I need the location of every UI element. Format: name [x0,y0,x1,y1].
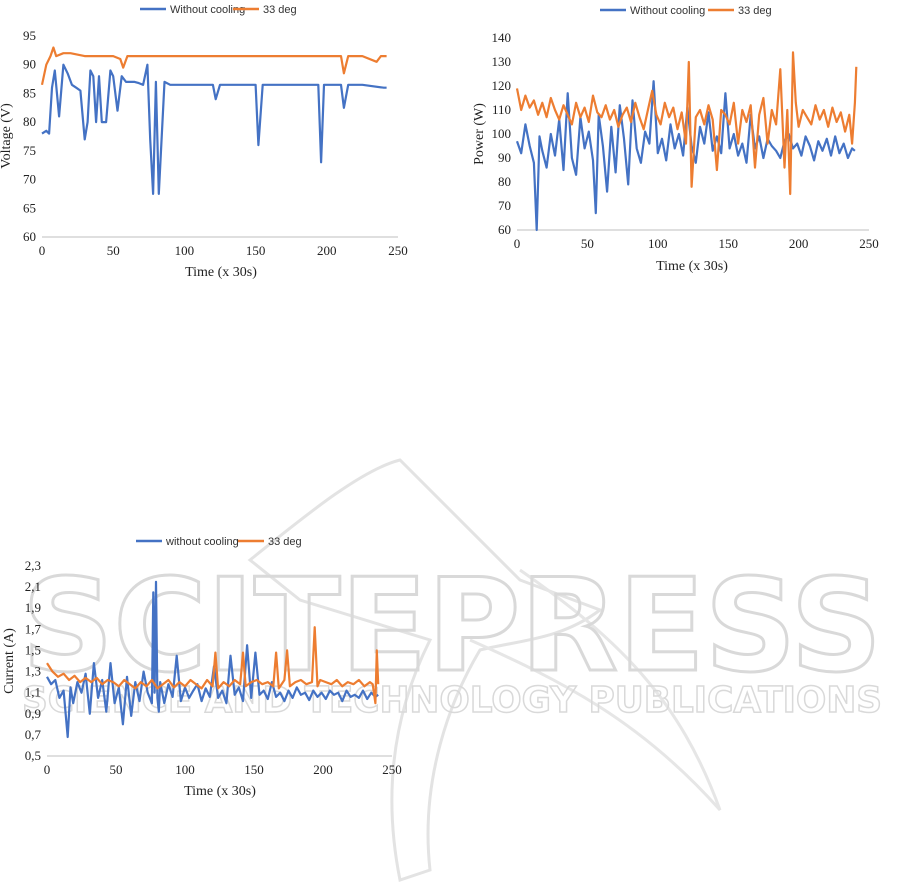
power-x-tick-label: 0 [514,236,521,251]
current-y-axis-title: Current (A) [2,628,17,694]
current-y-tick-label: 2,3 [25,558,41,573]
current-x-tick-label: 0 [44,762,51,777]
power-x-tick-label: 150 [718,236,738,251]
voltage-y-tick-label: 85 [23,85,36,100]
voltage-legend-label: 33 deg [263,4,297,16]
current-y-tick-label: 0,9 [25,706,41,721]
voltage-chart: 60 65 70 75 80 85 90 95 0 50 100 150 200 250 Time (x 3… [0,4,408,280]
current-y-tick-label: 1,7 [25,621,42,636]
power-y-tick-label: 120 [492,78,512,93]
watermark-swoosh [469,568,722,811]
current-y-tick-label: 1,3 [25,664,41,679]
power-y-tick-label: 140 [492,30,512,45]
current-x-tick-label: 50 [110,762,123,777]
current-x-tick-label: 200 [313,762,333,777]
voltage-y-tick-label: 65 [23,200,36,215]
voltage-y-tick-label: 75 [23,143,36,158]
voltage-y-tick-label: 80 [23,114,36,129]
power-series-33deg-line [515,51,858,196]
power-y-axis-title: Power (W) [472,103,487,165]
power-x-tick-label: 100 [648,236,668,251]
current-chart: 0,5 0,7 0,9 1,1 1,3 1,5 1,7 1,9 2,1 2,3 0 50 100 150 2… [2,536,402,799]
voltage-y-tick-label: 70 [23,172,36,187]
power-chart: 60 70 80 90 100 110 120 130 140 0 50 100 150 200 250 Ti… [472,5,879,274]
current-y-tick-label: 1,5 [25,642,41,657]
power-y-tick-label: 80 [498,174,511,189]
voltage-x-tick-label: 250 [388,243,408,258]
voltage-series-no-cooling-line [41,63,387,195]
current-y-tick-label: 1,9 [25,600,41,615]
current-y-tick-label: 1,1 [25,685,41,700]
watermark-book-outline [247,458,604,882]
voltage-x-tick-label: 200 [317,243,337,258]
voltage-x-axis-title: Time (x 30s) [185,265,257,280]
power-y-tick-label: 110 [492,102,511,117]
current-legend-label: 33 deg [268,536,302,548]
voltage-y-axis-title: Voltage (V) [0,103,14,169]
current-series-33deg-line [46,626,380,705]
current-y-tick-label: 0,5 [25,748,41,763]
power-legend-label: Without cooling [630,5,705,17]
power-y-tick-label: 90 [498,150,511,165]
current-legend-label: without cooling [165,536,239,548]
voltage-legend-label: Without cooling [170,4,245,16]
voltage-y-tick-label: 60 [23,229,36,244]
current-x-axis-title: Time (x 30s) [184,784,256,799]
power-series-no-cooling-line [515,80,856,232]
watermark-main-text: SCITEPRESS [22,552,882,701]
voltage-y-tick-label: 90 [23,57,36,72]
current-x-tick-label: 100 [175,762,195,777]
voltage-series-33deg-line [40,46,387,86]
power-legend-label: 33 deg [738,5,772,17]
power-y-tick-label: 60 [498,222,511,237]
power-x-axis-title: Time (x 30s) [656,259,728,274]
voltage-x-tick-label: 0 [39,243,46,258]
power-y-tick-label: 100 [492,126,512,141]
voltage-x-tick-label: 50 [107,243,120,258]
voltage-y-tick-label: 95 [23,28,36,43]
voltage-x-tick-label: 100 [175,243,195,258]
current-y-tick-label: 0,7 [25,727,42,742]
current-series-no-cooling-line [46,580,379,739]
voltage-x-tick-label: 150 [246,243,266,258]
power-x-tick-label: 200 [789,236,809,251]
watermark: SCITEPRESS SCIENCE AND TECHNOLOGY PUBLIC… [21,458,884,882]
current-x-tick-label: 250 [382,762,402,777]
power-y-tick-label: 70 [498,198,511,213]
power-x-tick-label: 250 [859,236,879,251]
current-x-tick-label: 150 [244,762,264,777]
power-x-tick-label: 50 [581,236,594,251]
current-y-tick-label: 2,1 [25,579,41,594]
power-y-tick-label: 130 [492,54,512,69]
